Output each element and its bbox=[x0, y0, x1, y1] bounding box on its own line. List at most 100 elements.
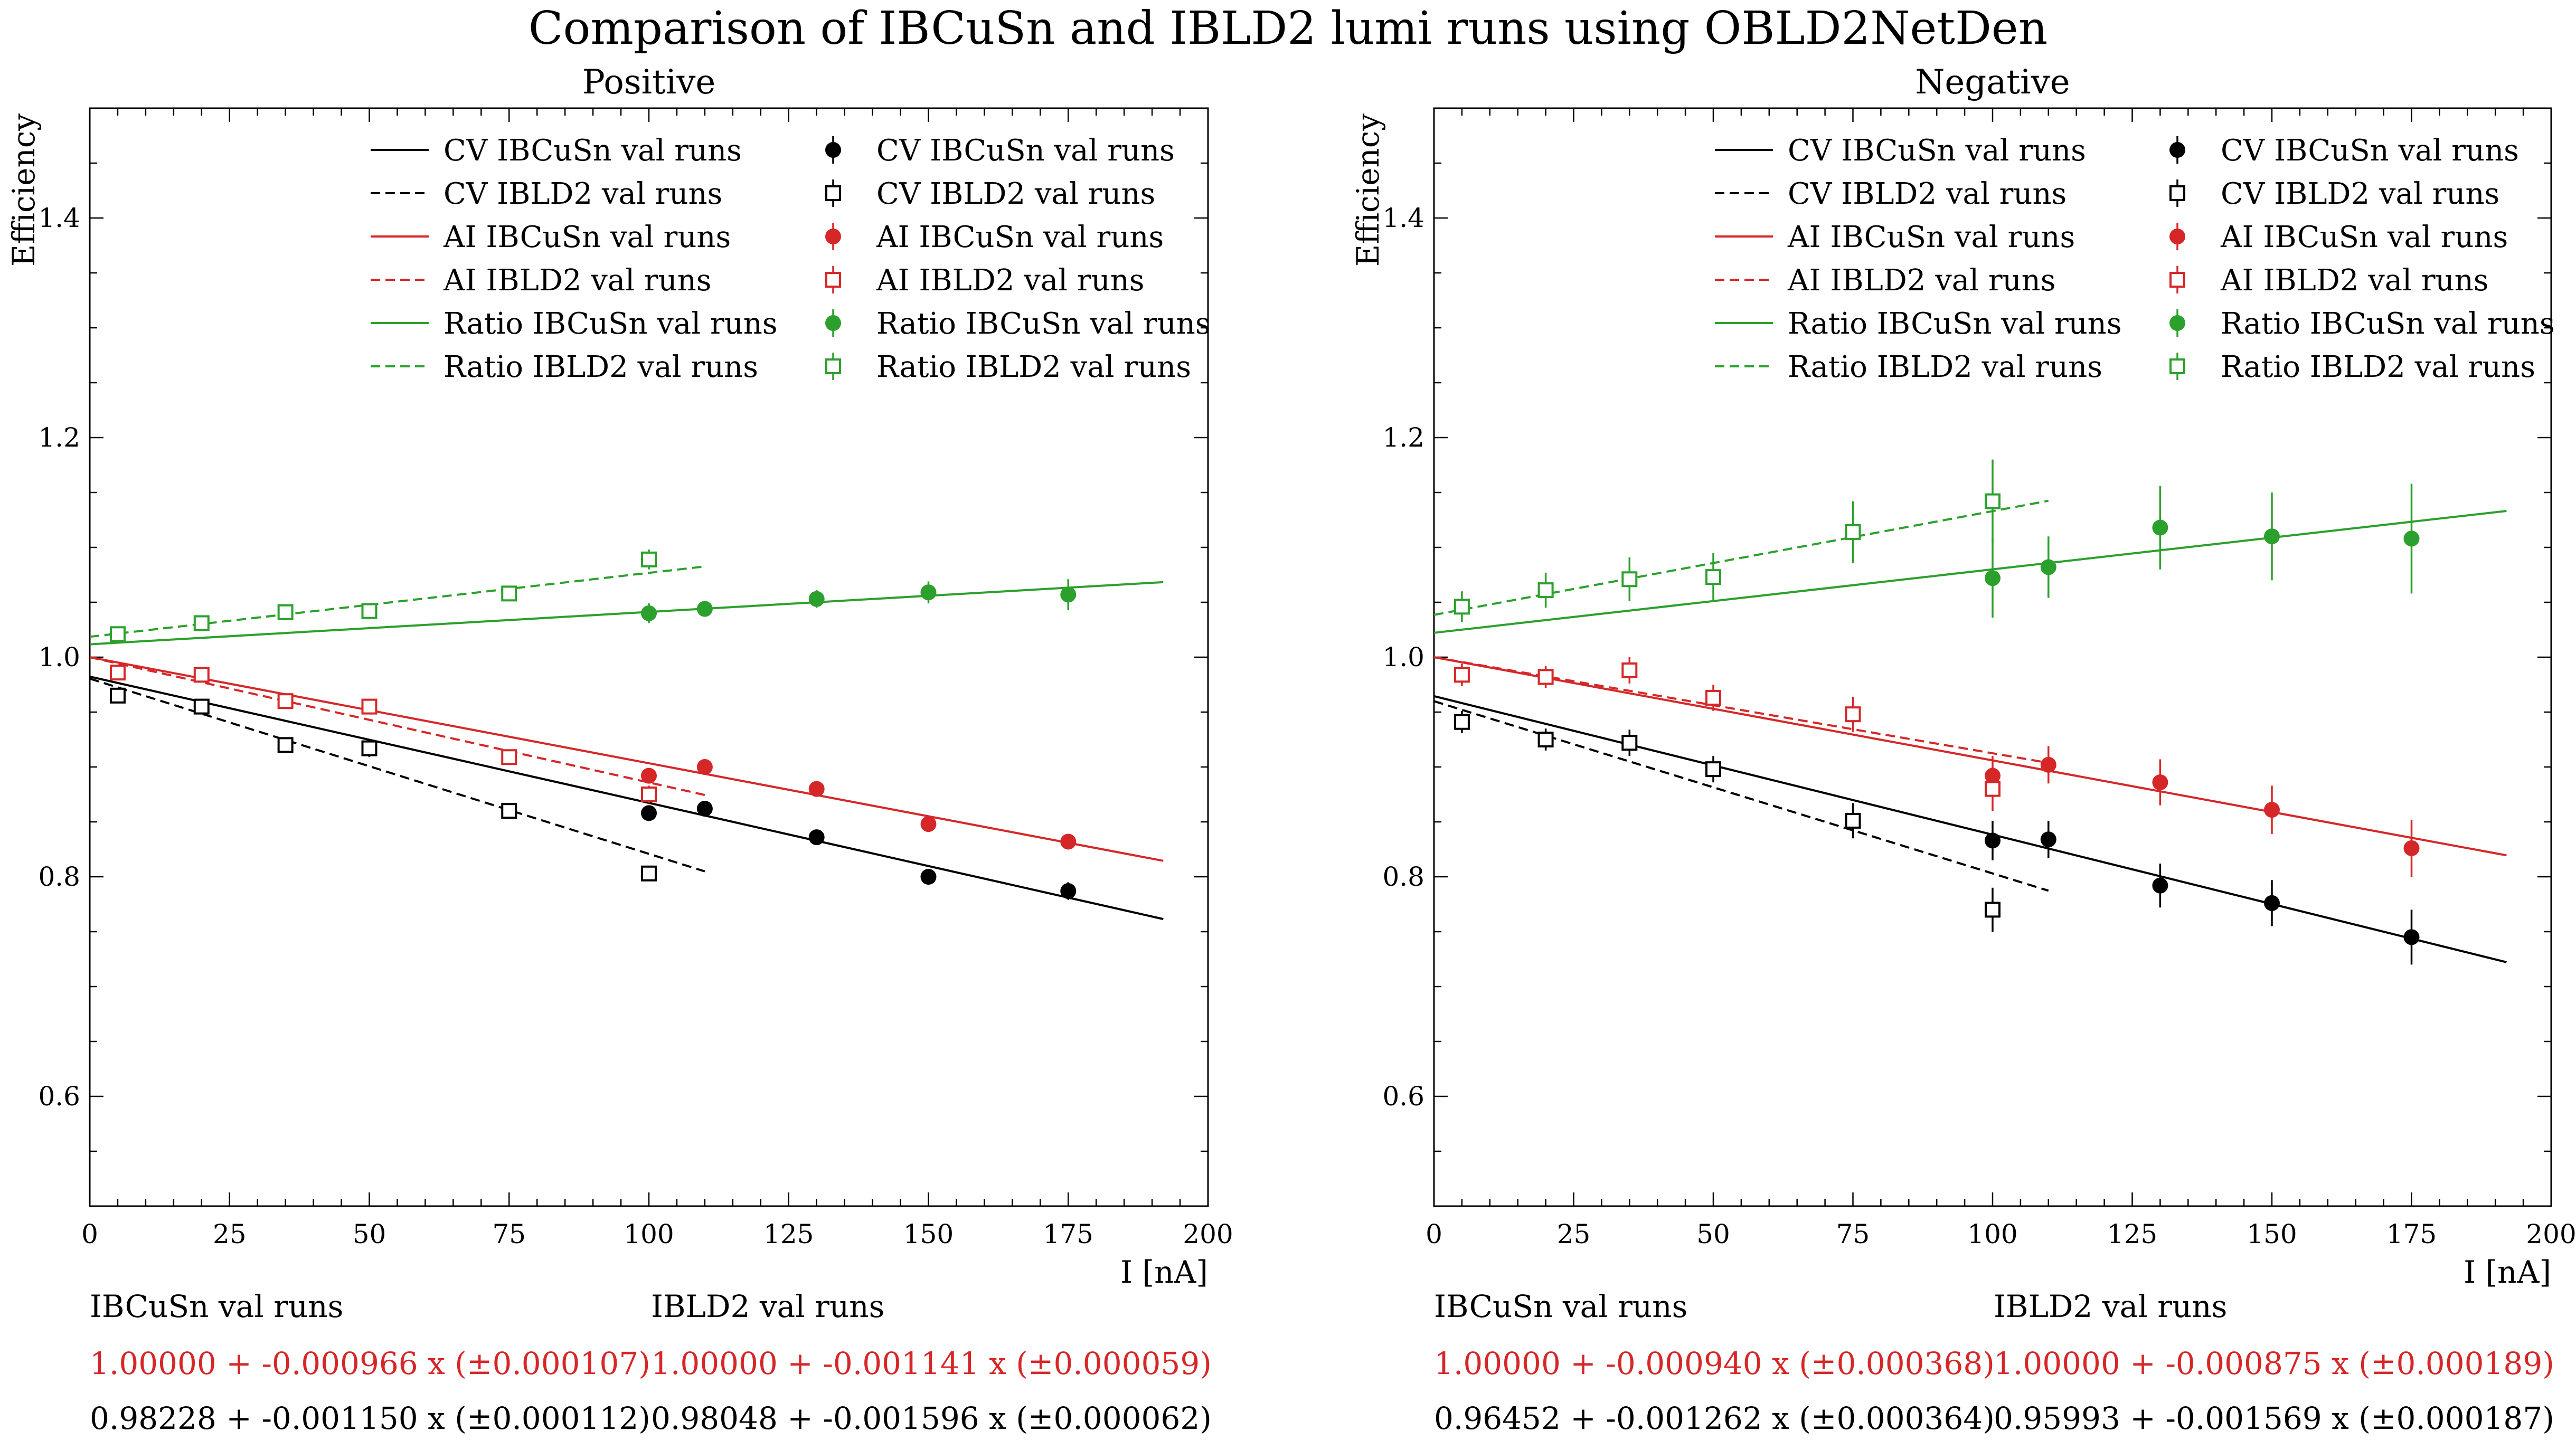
legend-label: AI IBLD2 val runs bbox=[1787, 263, 2056, 298]
legend-label: AI IBCuSn val runs bbox=[443, 220, 731, 254]
data-point bbox=[1705, 761, 1721, 778]
data-point bbox=[277, 604, 294, 620]
data-point bbox=[193, 615, 210, 631]
y-tick-label: 1.4 bbox=[38, 203, 80, 233]
fit-line bbox=[1433, 656, 2507, 857]
chart-panel-negative: Negative 0 25 50 75 100 125 150 175 200 0.6 0.8 1.0 1… bbox=[1350, 63, 2576, 1290]
y-tick-label: 1.2 bbox=[1382, 422, 1424, 453]
legend-marker bbox=[2169, 142, 2185, 158]
legend-label: CV IBCuSn val runs bbox=[876, 134, 1175, 168]
legend-label: CV IBLD2 val runs bbox=[2221, 177, 2499, 211]
legend-label: AI IBLD2 val runs bbox=[2220, 263, 2489, 298]
x-tick-label: 75 bbox=[1836, 1219, 1870, 1249]
data-point bbox=[1060, 833, 1077, 850]
data-point bbox=[2152, 519, 2168, 536]
data-point bbox=[2040, 756, 2056, 773]
data-point bbox=[109, 687, 126, 704]
x-tick-label: 100 bbox=[1967, 1219, 2017, 1249]
legend-label: AI IBCuSn val runs bbox=[876, 220, 1164, 254]
data-point bbox=[2152, 774, 2168, 791]
fit-line bbox=[1433, 510, 2507, 634]
data-point bbox=[641, 551, 657, 567]
neg-ibld2-cv-fit: 0.95993 + -0.001569 x (±0.000187) bbox=[1994, 1400, 2554, 1436]
y-tick-label: 1.2 bbox=[38, 422, 80, 453]
y-axis-label: Efficiency bbox=[6, 113, 42, 267]
legend-label: AI IBLD2 val runs bbox=[443, 263, 712, 298]
x-tick-label: 200 bbox=[2526, 1219, 2576, 1249]
y-tick-label: 1.4 bbox=[1382, 203, 1424, 233]
x-tick-label: 25 bbox=[1557, 1219, 1591, 1249]
legend-label: AI IBCuSn val runs bbox=[2220, 220, 2508, 254]
data-point bbox=[277, 693, 294, 709]
data-point bbox=[2040, 831, 2056, 848]
legend-label: CV IBCuSn val runs bbox=[2221, 134, 2519, 168]
data-point bbox=[1985, 493, 2001, 509]
data-point bbox=[808, 829, 825, 846]
data-point bbox=[193, 667, 210, 683]
legend-label: CV IBLD2 val runs bbox=[1788, 177, 2067, 211]
neg-ibcusn-cv-fit: 0.96452 + -0.001262 x (±0.000364) bbox=[1434, 1400, 1995, 1436]
data-point bbox=[1537, 669, 1554, 685]
neg-ibcusn-ai-fit: 1.00000 + -0.000940 x (±0.000368) bbox=[1434, 1346, 1995, 1381]
data-point bbox=[2403, 840, 2420, 856]
data-point bbox=[109, 626, 126, 642]
legend-marker bbox=[825, 185, 841, 201]
x-tick-label: 175 bbox=[2386, 1219, 2437, 1249]
data-point bbox=[361, 698, 378, 715]
x-tick-label: 50 bbox=[353, 1219, 386, 1249]
neg-ibld2-ai-fit: 1.00000 + -0.000875 x (±0.000189) bbox=[1994, 1346, 2554, 1381]
data-point bbox=[2264, 528, 2280, 545]
data-point bbox=[1537, 582, 1554, 599]
data-point bbox=[920, 816, 937, 832]
data-point bbox=[1845, 524, 1861, 540]
data-point bbox=[641, 787, 657, 802]
x-tick-label: 75 bbox=[492, 1219, 526, 1249]
data-point bbox=[193, 698, 210, 715]
legend-marker bbox=[825, 358, 841, 374]
data-point bbox=[2264, 895, 2280, 911]
x-tick-label: 0 bbox=[1426, 1219, 1442, 1249]
data-point bbox=[920, 584, 937, 601]
y-tick-label: 1.0 bbox=[1382, 642, 1424, 672]
legend-label: AI IBLD2 val runs bbox=[876, 263, 1145, 298]
legend-marker bbox=[2169, 229, 2185, 244]
legend-marker bbox=[2169, 272, 2185, 288]
subplot-title: Positive bbox=[582, 63, 716, 102]
fit-line bbox=[1433, 656, 2049, 764]
data-point bbox=[1985, 902, 2001, 918]
legend-label: Ratio IBLD2 val runs bbox=[2221, 350, 2535, 384]
legend-marker bbox=[2169, 315, 2185, 331]
fit-line bbox=[1433, 499, 2049, 616]
x-tick-label: 100 bbox=[624, 1219, 674, 1249]
data-point bbox=[641, 605, 657, 621]
data-point bbox=[808, 591, 825, 607]
data-point bbox=[1454, 599, 1470, 615]
legend-label: Ratio IBLD2 val runs bbox=[876, 350, 1191, 384]
legend-label: Ratio IBLD2 val runs bbox=[444, 350, 758, 384]
data-point bbox=[1845, 812, 1861, 829]
legend-label: CV IBLD2 val runs bbox=[444, 177, 722, 211]
data-point bbox=[920, 869, 937, 885]
data-point bbox=[1985, 570, 2001, 586]
data-point bbox=[1621, 662, 1638, 678]
fit-line bbox=[89, 656, 1164, 862]
data-point bbox=[808, 781, 825, 797]
fit-line bbox=[1433, 695, 2507, 963]
data-point bbox=[501, 585, 517, 602]
y-tick-label: 0.6 bbox=[1382, 1081, 1424, 1112]
x-tick-label: 50 bbox=[1696, 1219, 1730, 1249]
legend-label: Ratio IBCuSn val runs bbox=[2221, 307, 2555, 341]
data-point bbox=[641, 865, 657, 882]
x-tick-label: 175 bbox=[1043, 1219, 1093, 1249]
pos-ibcusn-cv-fit: 0.98228 + -0.001150 x (±0.000112) bbox=[90, 1400, 650, 1436]
data-point bbox=[1454, 714, 1470, 730]
data-point bbox=[1454, 667, 1470, 683]
data-point bbox=[277, 737, 294, 753]
data-point bbox=[641, 805, 657, 821]
y-tick-label: 1.0 bbox=[38, 642, 80, 672]
data-point bbox=[1060, 883, 1077, 899]
pos-ibld2-header: IBLD2 val runs bbox=[651, 1289, 885, 1324]
data-point bbox=[1705, 569, 1721, 585]
data-point bbox=[2040, 559, 2056, 575]
